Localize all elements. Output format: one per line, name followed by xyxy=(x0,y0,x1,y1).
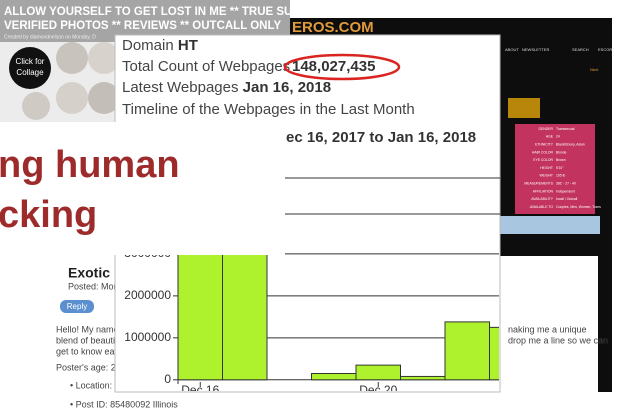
bar xyxy=(356,365,401,380)
profile-key: AFFILIATION xyxy=(533,189,554,193)
post-header-title: VERIFIED PHOTOS ** REVIEWS ** OUTCALL ON… xyxy=(4,20,281,32)
collage-button-label[interactable]: Collage xyxy=(16,68,44,77)
post-body: naking me a unique xyxy=(508,324,587,334)
bar xyxy=(445,322,490,380)
nav-link[interactable]: SEARCH xyxy=(572,47,589,52)
post-header-title: ALLOW YOURSELF TO GET LOST IN ME ** TRUE… xyxy=(4,6,360,18)
profile-key: EYE COLOR xyxy=(533,158,553,162)
y-tick-label: 1000000 xyxy=(124,330,171,344)
profile-key: GENDER xyxy=(538,127,553,131)
info-strip xyxy=(500,216,600,234)
profile-value: Transsexual xyxy=(556,127,575,131)
thumbnail xyxy=(22,92,50,120)
date-range: ec 16, 2017 to Jan 16, 2018 xyxy=(286,129,476,146)
profile-key: HEIGHT xyxy=(540,166,553,170)
nav-link[interactable]: NEWSLETTER xyxy=(522,47,549,52)
profile-value: Blonde xyxy=(556,150,567,154)
timeline-title: Timeline of the Webpages in the Last Mon… xyxy=(122,101,415,118)
profile-value: Couples, Men, Women, Trans xyxy=(556,205,601,209)
profile-key: AVAILABLE TO xyxy=(530,205,554,209)
profile-key: WEIGHT xyxy=(539,174,553,178)
profile-key: HAIR COLOR xyxy=(532,150,554,154)
profile-table xyxy=(515,124,595,214)
latest-value: Jan 16, 2018 xyxy=(243,79,331,96)
overlay-text: cking xyxy=(0,194,97,236)
y-tick-label: 2000000 xyxy=(124,288,171,302)
count-label: Total Count of Webpages xyxy=(122,58,290,75)
domain-value: HT xyxy=(178,37,198,54)
profile-value: Brown xyxy=(556,158,566,162)
profile-value: Independent xyxy=(556,189,575,193)
latest: Latest Webpages Jan 16, 2018 xyxy=(122,79,331,96)
thumbnail xyxy=(56,42,88,74)
thumbnail xyxy=(56,82,88,114)
profile-value: 24 xyxy=(556,135,560,139)
thumbnail xyxy=(508,98,540,118)
reply-label[interactable]: Reply xyxy=(67,302,87,311)
profile-value: Incall / Outcall xyxy=(556,197,578,201)
page: {"top_left_post":{"title_lines":["ALLOW … xyxy=(0,0,620,411)
post-byline: Created by diamondnelson on Monday, D xyxy=(4,34,96,40)
post-age: Poster's age: 28 xyxy=(56,362,121,372)
site-logo: EROS.COM xyxy=(292,19,374,36)
count-value: 148,027,435 xyxy=(292,58,375,75)
profile-value: 165 lb xyxy=(556,174,565,178)
nav-link[interactable]: ABOUT xyxy=(505,47,519,52)
collage: EROS.COM ABOUT NEWSLETTER SEARCH ESCORT … xyxy=(0,0,620,411)
nav-link[interactable]: ESCORT xyxy=(598,47,615,52)
label: Domain xyxy=(122,37,174,54)
label: Latest Webpages xyxy=(122,79,238,96)
profile-key: AVAILABILITY xyxy=(531,197,553,201)
domain-label: Domain HT xyxy=(122,37,198,54)
profile-value: 38C - 27 - 40 xyxy=(556,181,576,185)
y-tick-label: 0 xyxy=(164,372,171,386)
overlay-text: ng human xyxy=(0,144,180,186)
bar xyxy=(312,374,357,380)
collage-button-label[interactable]: Click for xyxy=(16,57,45,66)
bar xyxy=(401,376,446,379)
profile-value: 5'10" xyxy=(556,166,564,170)
profile-key: MEASUREMENTS xyxy=(524,181,553,185)
profile-key: ETHNICITY xyxy=(535,142,554,146)
post-body: drop me a line so we can xyxy=(508,335,608,345)
next-link[interactable]: Next xyxy=(590,67,599,72)
profile-key: AGE xyxy=(546,135,554,139)
post-bullet: • Post ID: 85480092 Illinois xyxy=(70,399,178,409)
profile-value: Black/Ebony, Asian xyxy=(556,142,585,146)
